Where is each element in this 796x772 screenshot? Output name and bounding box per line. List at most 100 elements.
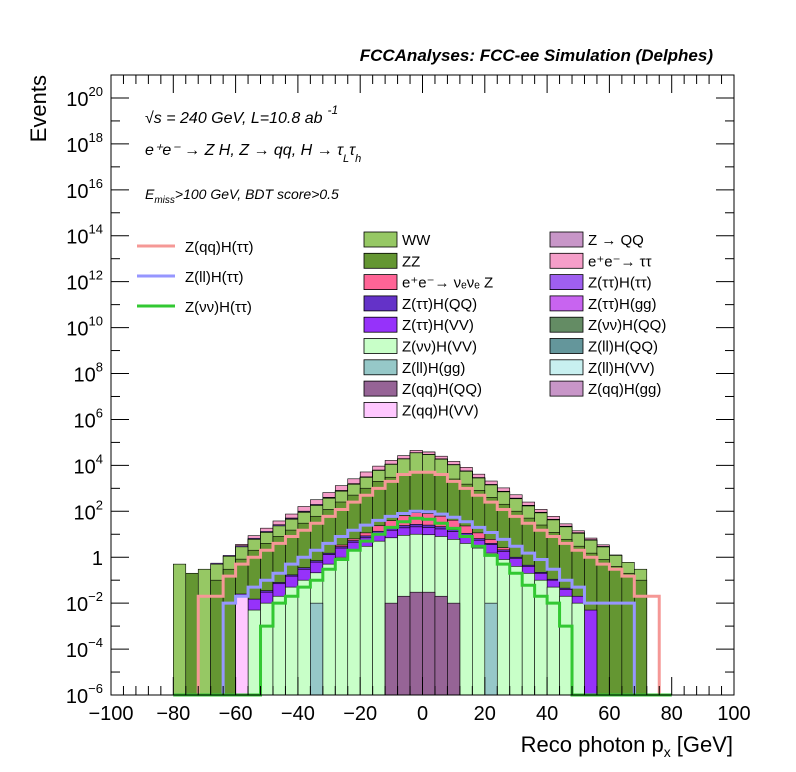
bar-z-h-vv--7 <box>260 602 274 696</box>
x-tick-label: 60 <box>598 703 620 725</box>
x-tick-label: 0 <box>417 703 428 725</box>
y-tick-label: 10−6 <box>66 681 103 708</box>
annotation-process-sub1: L <box>343 153 349 165</box>
bar-z-qq-h-qq--20 <box>422 591 436 696</box>
legend-label-zz: ZZ <box>402 253 420 270</box>
legend-label-z-h-vv-: Z(ττ)H(VV) <box>402 317 474 334</box>
legend-label-z-ll-h-qq-: Z(ll)H(QQ) <box>588 339 658 356</box>
legend-swatch-z-h-qq- <box>549 316 584 333</box>
legend-label-z-h-: Z(ττ)H(ττ) <box>588 275 652 292</box>
legend-label-z-h-vv-: Z(νν)H(VV) <box>402 339 477 356</box>
legend-swatch-z-ll-h-qq- <box>549 338 584 354</box>
legend-label-z-ll-h-: Z(ll)H(ττ) <box>185 269 244 286</box>
bar-z-qq-h-qq--19 <box>409 591 423 696</box>
y-tick-label: 10−2 <box>66 589 103 616</box>
annotation-process-sub2: h <box>355 153 361 165</box>
bar-z-qq-h-vv--5 <box>235 595 249 696</box>
y-tick-label: 1012 <box>66 268 103 295</box>
x-tick-label: −20 <box>343 703 377 725</box>
stacked-bars <box>173 450 648 696</box>
y-tick-label: 1010 <box>66 314 103 341</box>
legend-label-z-qq-h-: Z(qq)H(ττ) <box>185 239 254 256</box>
annotation-selection-e: E <box>145 186 155 202</box>
legend-swatch-z-ll-h-vv- <box>549 359 584 376</box>
legend-swatch-z-h-vv- <box>363 338 398 354</box>
y-tick-label: 10−4 <box>66 635 103 662</box>
bar-z-qq-h-qq--18 <box>397 595 411 696</box>
bar-z-qq-h-qq--22 <box>447 602 461 696</box>
legend-label-z-qq-h-vv-: Z(qq)H(VV) <box>402 402 479 419</box>
bar-z-h-vv--28 <box>521 572 535 696</box>
legend-swatch-z-h-gg- <box>549 295 584 312</box>
bar-z-h-vv--31 <box>559 595 573 696</box>
bar-zz-4 <box>222 568 236 696</box>
chart-title: FCCAnalyses: FCC-ee Simulation (Delphes) <box>360 46 714 65</box>
x-tick-label: 100 <box>717 703 750 725</box>
y-tick-label: 106 <box>74 405 103 432</box>
legend-label-z-qq-h-gg-: Z(qq)H(gg) <box>588 381 661 398</box>
bar-z-h-vv--23 <box>459 543 473 696</box>
annotation-selection-sub: miss <box>154 195 175 206</box>
annotation-energy: √s = 240 GeV, L=10.8 ab -1 <box>145 103 338 127</box>
bar-z-h-vv--33 <box>584 609 598 696</box>
annotation-process-tail: τ <box>349 142 356 159</box>
bar-z-h-vv--32 <box>571 602 585 696</box>
annotation-energy-sup: -1 <box>328 103 339 117</box>
legend-swatch-z-qq-h-qq- <box>363 380 398 397</box>
bar-z-h-vv--26 <box>496 559 511 696</box>
x-axis-label-unit: [GeV] <box>677 732 733 757</box>
bar-ww-0 <box>173 563 187 696</box>
legend-swatch-z-h- <box>549 274 584 291</box>
bar-z-qq-h-qq--17 <box>384 602 398 696</box>
signal-lines <box>173 470 672 697</box>
x-tick-label: 20 <box>474 703 496 725</box>
x-tick-label: −40 <box>281 703 315 725</box>
y-axis-label: Events <box>26 75 51 142</box>
legend-label-e-e-: e⁺e⁻→ ττ <box>588 253 652 270</box>
annotation-energy-main: √s = 240 GeV, L=10.8 ab <box>145 110 323 127</box>
bar-z-h-vv--15 <box>359 545 373 696</box>
bar-z-h-vv--12 <box>322 563 336 696</box>
x-tick-label: 80 <box>661 703 683 725</box>
legend-label-z-ll-h-vv-: Z(ll)H(VV) <box>588 360 655 377</box>
legend-swatch-z-qq <box>549 231 584 248</box>
bar-z-h-vv--14 <box>347 550 361 696</box>
y-tick-label: 104 <box>74 451 103 478</box>
bar-ww-2 <box>197 568 211 696</box>
legend-swatch-zz <box>363 252 398 269</box>
y-tick-label: 1014 <box>66 222 103 249</box>
y-tick-label: 108 <box>74 360 103 387</box>
legend-swatch-e-e- <box>549 252 584 269</box>
y-tick-label: 102 <box>74 497 103 524</box>
legend-swatch-z-qq-h-gg- <box>549 380 584 397</box>
bar-zz-1 <box>185 572 199 696</box>
bar-z-h-vv--24 <box>472 547 486 696</box>
line-z-h- <box>173 516 672 697</box>
line-z-ll-h- <box>173 509 672 697</box>
annotation-selection-rest: >100 GeV, BDT score>0.5 <box>175 186 339 202</box>
x-axis-label-sub: x <box>664 744 671 760</box>
legend-label-z-qq: Z → QQ <box>588 232 644 249</box>
bar-z-ll-h-gg--11 <box>310 602 324 696</box>
bar-z-ll-h-gg--25 <box>484 602 498 696</box>
legend-label-ww: WW <box>402 232 431 249</box>
x-axis-label: Reco photon px [GeV] <box>521 732 733 760</box>
bar-z-h-vv--16 <box>372 540 386 696</box>
legend-swatch-z-h-qq- <box>363 295 398 312</box>
y-tick-label: 1018 <box>66 130 103 157</box>
annotation-process: e⁺e⁻ → Z H, Z → qq, H → τLτh <box>145 142 361 165</box>
bar-z-h-vv--13 <box>334 556 349 696</box>
line-z-qq-h- <box>173 470 672 697</box>
legend-swatch-e-e-z <box>363 274 398 291</box>
bar-z-h-vv--27 <box>509 566 523 696</box>
bar-z-h-vv--10 <box>297 579 311 696</box>
y-tick-label: 1020 <box>66 84 103 111</box>
bar-z-h-vv--8 <box>272 595 286 696</box>
annotation-selection: Emiss>100 GeV, BDT score>0.5 <box>145 186 339 206</box>
legend-swatch-z-qq-h-vv- <box>363 401 398 418</box>
legend-swatch-z-ll-h-gg- <box>363 359 398 376</box>
x-tick-label: −60 <box>219 703 253 725</box>
legend: Z(qq)H(ττ) Z(ll)H(ττ) Z(νν)H(ττ) WW ZZ e⁺e⁻→ … <box>137 231 666 419</box>
bar-z-h-vv--6 <box>247 609 261 696</box>
